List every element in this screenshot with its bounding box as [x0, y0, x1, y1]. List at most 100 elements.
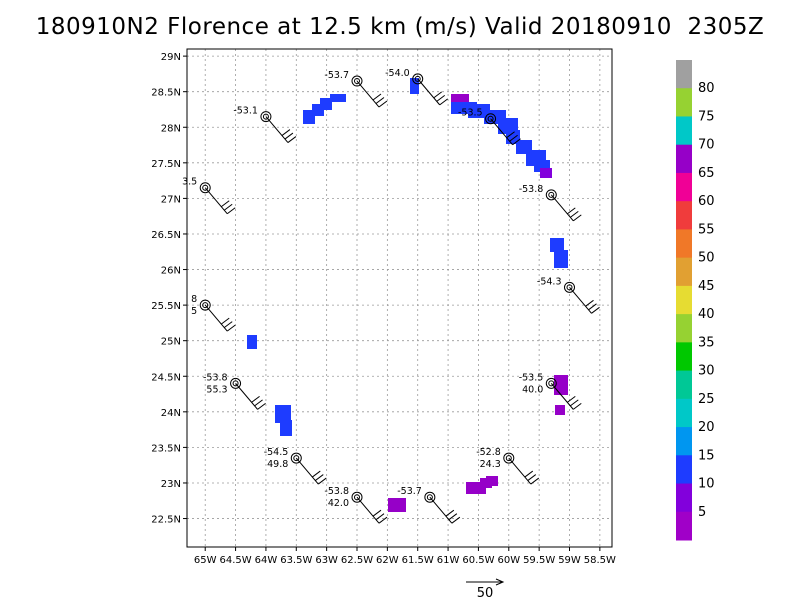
wind-barb — [356, 496, 380, 524]
lat-tick-label: 26N — [161, 266, 181, 277]
station-circle — [199, 299, 211, 311]
color-bar-swatch — [676, 455, 692, 485]
lon-tick-label: 60.5W — [462, 555, 494, 566]
vector-key-arrowhead — [495, 578, 505, 586]
lon-tick-label: 64.5W — [219, 555, 251, 566]
wind-barb-flag — [569, 399, 579, 407]
color-bar-label: 65 — [698, 166, 715, 181]
station-plot: -54.0 — [385, 68, 449, 106]
wind-barb — [417, 78, 441, 106]
wind-barb-flag — [433, 91, 443, 99]
wind-barb — [204, 304, 228, 332]
wind-barb — [265, 116, 289, 143]
color-bar-swatch — [676, 314, 692, 343]
station-value-bottom: 40.0 — [522, 384, 543, 395]
wind-barb — [490, 118, 513, 146]
station-center — [262, 113, 269, 120]
station-value-top: -53.7 — [324, 70, 349, 81]
wind-barb-flag — [378, 516, 388, 524]
gridlines — [187, 49, 612, 547]
color-bar-label: 10 — [698, 477, 715, 492]
wind-barb-flag — [311, 470, 321, 478]
station-circle — [290, 452, 302, 464]
station-plot: -54.549.8 — [264, 447, 327, 485]
station-plot: -53.1 — [233, 106, 297, 143]
wind-barb-flag — [506, 131, 515, 139]
station-plot: -53.842.0 — [324, 486, 388, 524]
color-bar-labels: 80 75 70 65 60 55 50 45 40 35 30 25 20 15 10 5 — [698, 81, 715, 520]
station-center — [505, 455, 512, 462]
wind-barb-flag — [372, 93, 382, 101]
color-bar-swatch — [676, 88, 692, 117]
wind-barb-flag — [439, 98, 449, 106]
lon-tick-label: 62.5W — [341, 555, 373, 566]
wind-barb-flag — [527, 474, 537, 481]
lat-tick-label: 25N — [161, 337, 181, 348]
station-center — [202, 302, 209, 309]
station-value-top: -53.5 — [519, 372, 544, 383]
wind-barb-flag — [566, 207, 576, 215]
wind-speed-cell — [451, 94, 469, 104]
station-value-bottom: 24.3 — [480, 459, 501, 470]
wind-barb — [550, 383, 574, 410]
wind-barb — [429, 496, 453, 524]
wind-speed-cell — [247, 335, 257, 349]
wind-speed-cell — [388, 498, 406, 512]
wind-barb-flag — [220, 200, 230, 208]
wind-barb-flag — [566, 395, 576, 403]
color-bar-label: 25 — [698, 392, 715, 407]
color-bar-label: 45 — [698, 279, 715, 294]
station-center — [548, 380, 555, 387]
color-bar-swatch — [676, 257, 692, 287]
station-value-top: -54.3 — [537, 276, 562, 287]
wind-barb-flag — [375, 97, 385, 104]
station-plot: 3.5 — [182, 177, 236, 215]
station-circle — [230, 377, 242, 389]
station-plots: -53.7 -54.0 -53.1 -53.5 3.5 -53.8 85 -54.3 -53.8… — [182, 68, 600, 524]
wind-barb — [235, 383, 258, 410]
station-circle — [412, 73, 424, 85]
lon-tick-label: 58.5W — [584, 555, 616, 566]
color-bar-label: 5 — [698, 505, 706, 520]
wind-barb-flag — [378, 100, 388, 108]
wind-barb-flag — [220, 317, 230, 325]
wind-speed-cell — [550, 238, 564, 252]
wind-speed-cell — [410, 78, 419, 94]
lat-tick-label: 28N — [161, 123, 181, 134]
lon-tick-label: 63W — [315, 555, 338, 566]
latitude-ticks: 29N 28.5N 28N 27.5N 27N 26.5N 26N 25.5N 25N 24.5N… — [151, 52, 187, 526]
station-circle — [545, 377, 557, 389]
wind-barb-flag — [372, 509, 382, 517]
station-plot: -54.3 — [537, 276, 600, 314]
station-plot: -52.824.3 — [476, 447, 540, 485]
station-center — [293, 455, 300, 462]
color-bar-swatch — [676, 427, 692, 456]
wind-barb-flag — [317, 477, 327, 485]
wind-barb — [356, 80, 380, 108]
color-bar-label: 70 — [698, 138, 715, 153]
station-center — [548, 191, 555, 198]
station-value-top: -52.8 — [476, 447, 501, 458]
station-value-bottom: 55.3 — [206, 384, 227, 395]
wind-barb-flag — [572, 214, 582, 222]
station-circle — [351, 75, 363, 87]
station-center — [487, 115, 494, 122]
wind-speed-cell — [486, 476, 498, 486]
wind-barb-flag — [281, 129, 291, 136]
wind-barb-flag — [436, 94, 446, 102]
color-bar-label: 20 — [698, 420, 715, 435]
wind-barb-flag — [451, 516, 461, 524]
color-bar-swatch — [676, 483, 692, 513]
wind-barb-flag — [524, 470, 534, 478]
wind-barb-flag — [226, 207, 236, 215]
wind-speed-cell — [555, 405, 565, 415]
wind-speed-cell — [320, 98, 332, 110]
wind-barb-flag — [569, 210, 579, 218]
station-value-top: -53.8 — [203, 372, 228, 383]
lon-tick-label: 65W — [194, 555, 217, 566]
wind-barb-flag — [251, 395, 260, 403]
station-plot: -53.540.0 — [519, 372, 582, 410]
station-circle — [485, 113, 497, 125]
lat-tick-label: 27.5N — [151, 159, 181, 170]
